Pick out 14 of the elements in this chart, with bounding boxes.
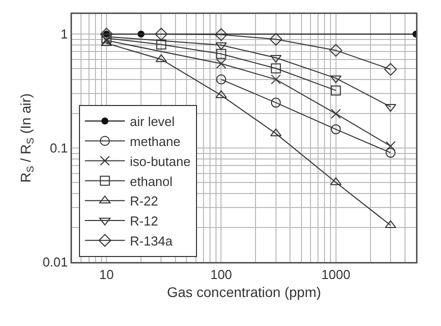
legend-label: ethanol	[130, 174, 173, 189]
x-tick-label: 10	[99, 267, 114, 282]
x-tick-label: 1000	[321, 267, 350, 282]
y-tick-label: 0.01	[42, 254, 68, 270]
legend-label: iso-butane	[130, 154, 191, 169]
x-axis-title: Gas concentration (ppm)	[166, 284, 322, 300]
y-tick-label: 0.1	[50, 140, 68, 156]
legend-label: R-12	[130, 214, 158, 229]
legend-label: R-22	[130, 194, 158, 209]
y-tick-label: 1	[60, 26, 68, 42]
x-tick-label: 100	[210, 267, 232, 282]
legend-label: air level	[130, 114, 175, 130]
legend-label: methane	[130, 134, 180, 149]
legend-label: R-134a	[130, 233, 174, 248]
